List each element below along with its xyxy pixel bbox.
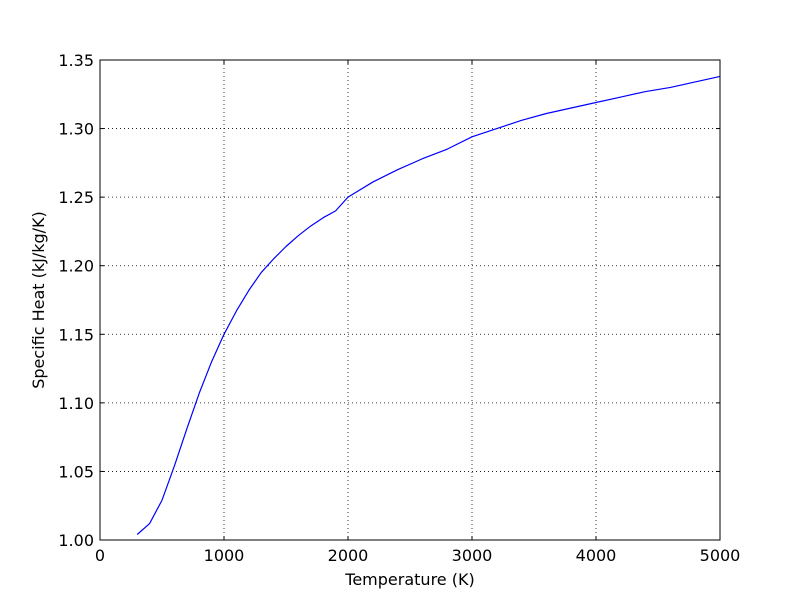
- x-tick-label: 1000: [204, 546, 245, 565]
- tick-labels: 0 1000 2000 3000 4000 5000 1.00 1.05 1.10 1.15 1.2…: [58, 51, 740, 565]
- x-tick-label: 2000: [328, 546, 369, 565]
- y-tick-label: 1.10: [58, 394, 94, 413]
- y-tick-label: 1.35: [58, 51, 94, 70]
- plot-area-background: [100, 60, 720, 540]
- x-axis-label: Temperature (K): [344, 570, 474, 589]
- grid: [100, 60, 720, 540]
- plot-frame: [99, 59, 721, 541]
- x-tick-label: 5000: [700, 546, 741, 565]
- y-tick-label: 1.30: [58, 120, 94, 139]
- y-tick-label: 1.25: [58, 188, 94, 207]
- x-tick-label: 0: [95, 546, 105, 565]
- x-tick-label: 4000: [576, 546, 617, 565]
- y-tick-label: 1.00: [58, 531, 94, 550]
- y-tick-label: 1.20: [58, 257, 94, 276]
- ticks: [99, 59, 721, 541]
- x-tick-label: 3000: [452, 546, 493, 565]
- series-layer: [136, 75, 721, 535]
- y-tick-label: 1.15: [58, 325, 94, 344]
- specific-heat-line: [136, 75, 721, 535]
- y-axis-label: Specific Heat (kJ/kg/K): [29, 211, 48, 389]
- y-tick-label: 1.05: [58, 462, 94, 481]
